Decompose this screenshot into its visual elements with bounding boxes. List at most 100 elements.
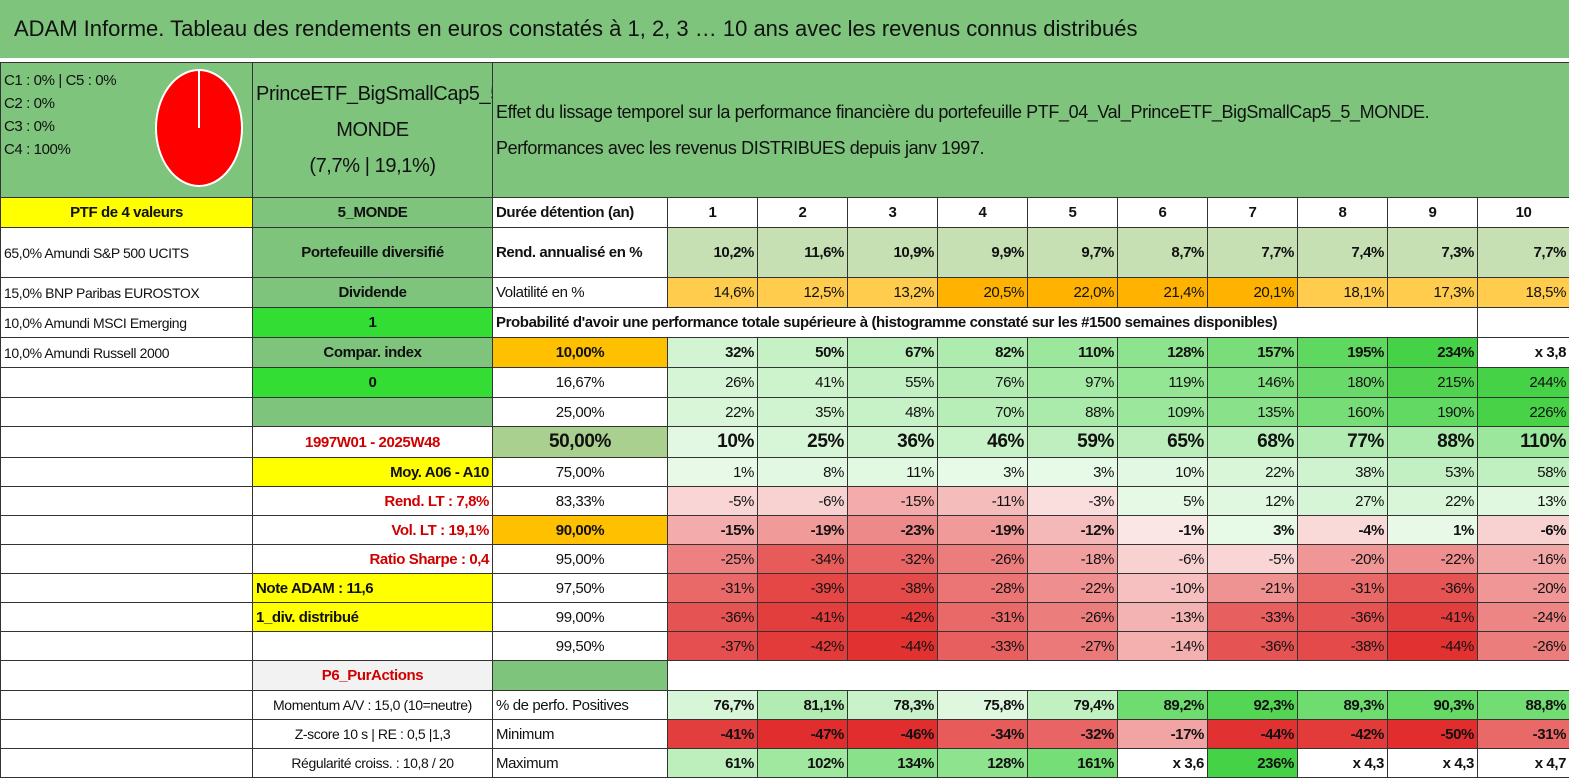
table-row: 10,0% Amundi Russell 2000 Compar. index 10… <box>0 337 1569 368</box>
cell <box>0 602 253 632</box>
cell: -41% <box>667 719 758 749</box>
cell: 12,5% <box>757 277 848 308</box>
cell: 13,2% <box>847 277 938 308</box>
table-row: 25,00% 22% 35% 48% 70% 88% 109% 135% 160% 190% 226… <box>0 397 1569 427</box>
cell: 14,6% <box>667 277 758 308</box>
cell: -44% <box>1207 719 1298 749</box>
cell: -39% <box>757 573 848 603</box>
table-row: 1997W01 - 2025W48 50,00% 10% 25% 36% 46% 59% 65… <box>0 426 1569 458</box>
cell: Volatilité en % <box>492 277 668 308</box>
cell: -15% <box>667 515 758 545</box>
cell: 76% <box>937 367 1028 398</box>
cell: -32% <box>1027 719 1118 749</box>
cell <box>668 661 1569 691</box>
cell: 1 <box>667 197 758 228</box>
report-table: C1 : 0% | C5 : 0% C2 : 0% C3 : 0% C4 : 1… <box>0 62 1569 778</box>
cell: 1% <box>667 457 758 487</box>
cell: 22% <box>1387 486 1478 516</box>
cell <box>252 397 493 427</box>
cell: -6% <box>757 486 848 516</box>
cell: 99,00% <box>492 602 668 632</box>
pie-legend: C4 : 100% <box>4 141 71 158</box>
cell: -5% <box>667 486 758 516</box>
cell: 110% <box>1027 337 1118 368</box>
cell: 25,00% <box>492 397 668 427</box>
cell: -50% <box>1387 719 1478 749</box>
cell: 22,0% <box>1027 277 1118 308</box>
cell: 18,1% <box>1297 277 1388 308</box>
description: Effet du lissage temporel sur la perform… <box>496 102 1430 122</box>
cell: 134% <box>847 748 938 778</box>
cell: 128% <box>1117 337 1208 368</box>
cell: 18,5% <box>1476 277 1569 308</box>
cell: 161% <box>1027 748 1118 778</box>
cell: -3% <box>1027 486 1118 516</box>
cell: -10% <box>1117 573 1208 603</box>
cell: 50% <box>757 337 848 368</box>
cell: -41% <box>757 602 848 632</box>
cell: -11% <box>937 486 1028 516</box>
cell: 50,00% <box>492 426 668 458</box>
cell: -17% <box>1117 719 1208 749</box>
cell: 26% <box>667 367 758 398</box>
cell: -21% <box>1207 573 1298 603</box>
table-row: Régularité croiss. : 10,8 / 20 Maximum 61%… <box>0 748 1569 778</box>
cell: -41% <box>1387 602 1478 632</box>
cell <box>0 719 253 749</box>
table-row: Moy. A06 - A10 75,00% 1% 8% 11% 3% 3% 10% 22% 38%… <box>0 457 1569 487</box>
cell: -31% <box>667 573 758 603</box>
pie-cell: C1 : 0% | C5 : 0% C2 : 0% C3 : 0% C4 : 1… <box>0 62 253 198</box>
cell: -36% <box>667 602 758 632</box>
cell: -31% <box>1476 719 1569 749</box>
cell: -44% <box>1387 631 1478 661</box>
cell: Ratio Sharpe : 0,4 <box>252 544 493 574</box>
cell: -19% <box>757 515 848 545</box>
cell: Rend. LT : 7,8% <box>252 486 493 516</box>
table-row: Z-score 10 s | RE : 0,5 |1,3 Minimum -41% -… <box>0 719 1569 749</box>
cell: -15% <box>847 486 938 516</box>
cell: 95,00% <box>492 544 668 574</box>
cell: x 4,7 <box>1476 748 1569 778</box>
cell: P6_PurActions <box>252 660 493 691</box>
cell: -32% <box>847 544 938 574</box>
cell: 97% <box>1027 367 1118 398</box>
cell: -33% <box>937 631 1028 661</box>
cell: -31% <box>1297 573 1388 603</box>
table-row: Rend. LT : 7,8% 83,33% -5% -6% -15% -11% -3% 5%… <box>0 486 1569 516</box>
cell: -26% <box>1027 602 1118 632</box>
cell: % de perfo. Positives <box>492 690 668 720</box>
cell: -38% <box>847 573 938 603</box>
cell: 3% <box>1027 457 1118 487</box>
cell: -37% <box>667 631 758 661</box>
table-row: 1_div. distribué 99,00% -36% -41% -42% -31% -2… <box>0 602 1569 632</box>
cell: 160% <box>1297 397 1388 427</box>
portfolio-stats: (7,7% | 19,1%) <box>309 155 436 177</box>
cell: 4 <box>937 197 1028 228</box>
cell: -19% <box>937 515 1028 545</box>
cell: 1% <box>1387 515 1478 545</box>
cell: -42% <box>1297 719 1388 749</box>
cell: 83,33% <box>492 486 668 516</box>
cell: 9,7% <box>1027 227 1118 278</box>
cell <box>0 367 253 398</box>
cell: 88,8% <box>1476 690 1569 720</box>
cell: -5% <box>1207 544 1298 574</box>
cell: 244% <box>1476 367 1569 398</box>
cell: -38% <box>1297 631 1388 661</box>
cell: Maximum <box>492 748 668 778</box>
cell: 1997W01 - 2025W48 <box>252 426 493 458</box>
cell: 15,0% BNP Paribas EUROSTOX <box>0 277 253 308</box>
cell <box>0 660 253 691</box>
table-row: 0 16,67% 26% 41% 55% 76% 97% 119% 146% 180% 215% 24… <box>0 367 1569 398</box>
cell: -44% <box>847 631 938 661</box>
cell: 20,5% <box>937 277 1028 308</box>
cell: 8,7% <box>1117 227 1208 278</box>
cell: Vol. LT : 19,1% <box>252 515 493 545</box>
table-row: 15,0% BNP Paribas EUROSTOX Dividende Volat… <box>0 277 1569 308</box>
cell: 70% <box>937 397 1028 427</box>
cell: 20,1% <box>1207 277 1298 308</box>
cell: Portefeuille diversifié <box>252 227 493 278</box>
portfolio-name: MONDE <box>336 119 409 141</box>
cell: 10 <box>1476 197 1569 228</box>
